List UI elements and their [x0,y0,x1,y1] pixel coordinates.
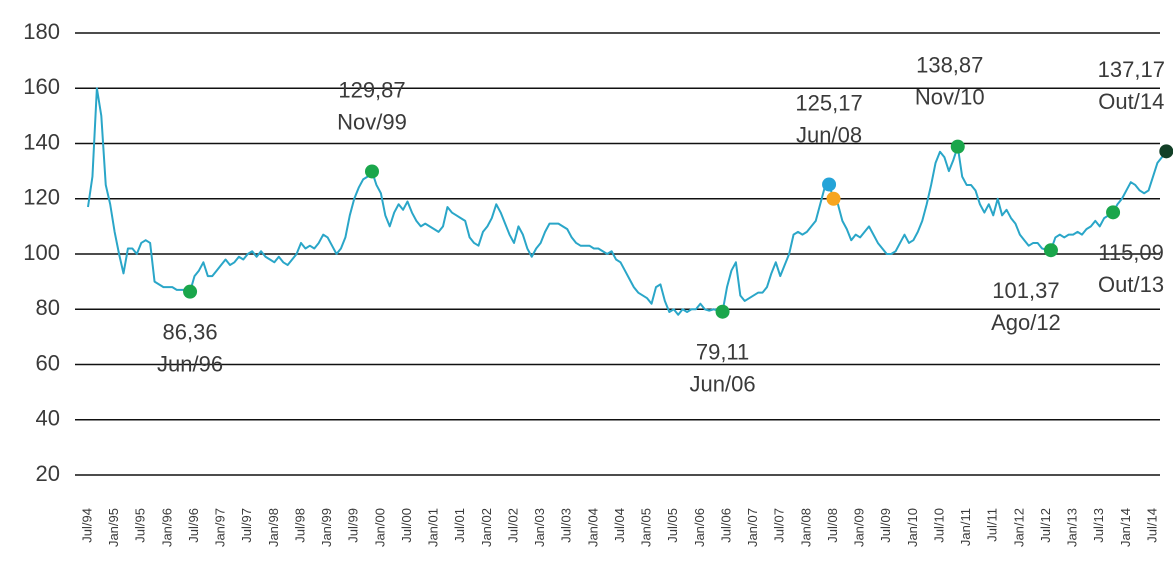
x-tick-label: Jan/01 [426,508,441,547]
x-tick-label: Jan/11 [958,508,973,546]
point-value-label: 138,87 [916,52,983,77]
x-tick-label: Jul/08 [825,508,840,543]
x-tick-label: Jan/99 [319,508,334,547]
x-tick-label: Jul/99 [346,508,361,543]
x-tick-label: Jul/06 [718,508,733,543]
point-date-label: Jun/06 [690,372,756,397]
x-tick-label: Jul/95 [133,508,148,543]
x-tick-label: Jul/01 [452,508,467,543]
point-marker [1159,144,1173,159]
point-value-label: 115,09 [1098,240,1164,265]
x-tick-label: Jan/95 [106,508,121,547]
x-tick-label: Jul/14 [1144,508,1159,543]
point-marker [950,139,965,154]
point-date-label: Out/14 [1098,89,1164,114]
x-tick-label: Jan/12 [1011,508,1026,547]
point-marker [822,177,837,192]
x-tick-label: Jul/05 [665,508,680,543]
point-date-label: Nov/99 [337,109,407,134]
x-tick-label: Jul/94 [79,508,94,543]
x-tick-label: Jul/96 [186,508,201,543]
point-value-label: 79,11 [696,340,749,365]
x-tick-label: Jan/02 [479,508,494,547]
x-tick-label: Jul/00 [399,508,414,543]
y-tick-label: 180 [23,19,60,44]
x-tick-label: Jan/14 [1118,508,1133,547]
point-date-label: Nov/10 [915,84,985,109]
line-series [87,87,1168,316]
x-tick-label: Jan/97 [213,508,228,547]
point-date-label: Jun/08 [796,122,862,147]
point-value-label: 86,36 [163,319,218,344]
x-tick-label: Jul/10 [931,508,946,543]
point-marker [365,164,379,179]
x-tick-label: Jul/09 [878,508,893,543]
point-value-label: 101,37 [992,278,1059,303]
y-tick-label: 160 [23,74,60,99]
y-tick-label: 140 [23,129,60,154]
y-tick-label: 100 [23,240,60,265]
x-tick-label: Jan/04 [585,508,600,547]
x-tick-label: Jan/07 [745,508,760,547]
x-tick-label: Jul/02 [505,508,520,543]
point-marker [183,284,198,299]
x-tick-label: Jan/05 [639,508,654,547]
y-tick-label: 120 [23,185,60,210]
x-tick-label: Jul/03 [559,508,574,543]
x-tick-label: Jan/08 [798,508,813,547]
point-marker [826,191,841,206]
point-value-label: 129,87 [338,77,405,102]
y-tick-label: 60 [36,350,60,375]
x-tick-label: Jul/07 [772,508,787,543]
point-value-label: 137,17 [1098,57,1165,82]
y-tick-label: 80 [36,295,60,320]
point-date-label: Jun/96 [157,351,223,376]
x-tick-label: Jul/12 [1038,508,1053,543]
point-marker [1106,205,1121,220]
x-tick-label: Jan/09 [852,508,867,547]
point-value-label: 125,17 [795,90,862,115]
y-tick-label: 20 [36,461,60,486]
x-tick-label: Jan/10 [905,508,920,547]
x-tick-label: Jan/03 [532,508,547,547]
x-tick-label: Jul/13 [1091,508,1106,543]
x-tick-label: Jul/04 [612,508,627,543]
point-marker [1043,243,1058,258]
x-tick-label: Jan/00 [372,508,387,547]
point-date-label: Ago/12 [991,310,1061,335]
x-tick-label: Jan/98 [266,508,281,547]
x-tick-label: Jul/98 [292,508,307,543]
y-tick-label: 40 [36,406,60,431]
x-tick-label: Jul/97 [239,508,254,543]
x-tick-label: Jan/96 [159,508,174,547]
x-tick-label: Jul/11 [985,508,1000,542]
point-marker [715,304,730,319]
x-tick-label: Jan/06 [692,508,707,547]
point-date-label: Out/13 [1098,272,1164,297]
x-tick-label: Jan/13 [1065,508,1080,547]
